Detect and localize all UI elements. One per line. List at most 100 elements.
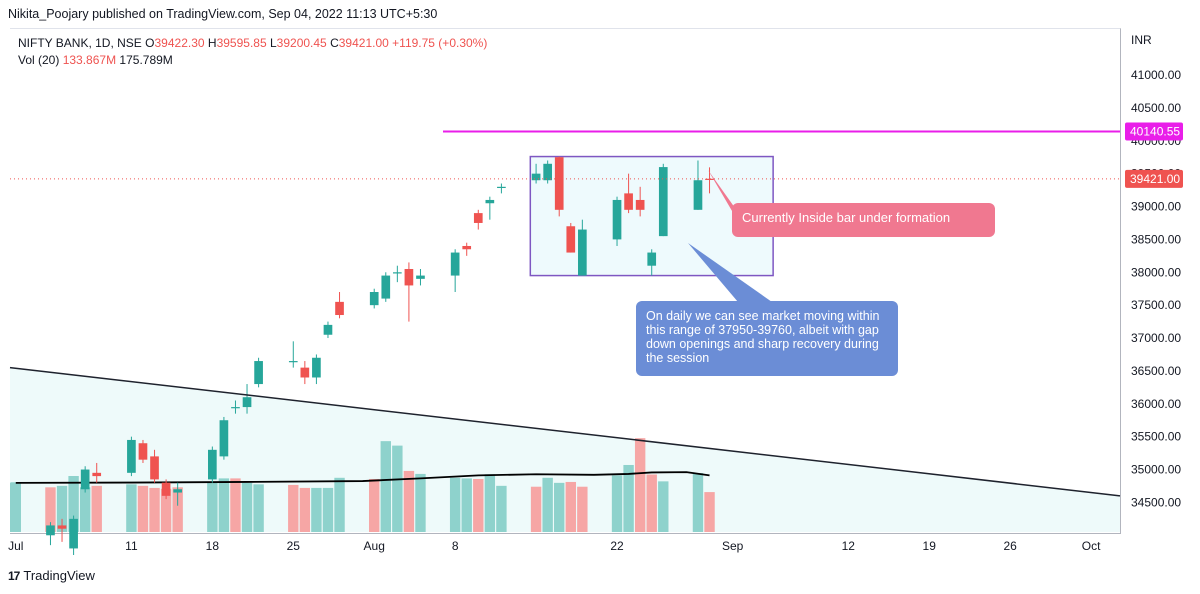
x-tick-label: Oct (1082, 539, 1101, 553)
volume-bar (126, 484, 137, 532)
candle-body[interactable] (450, 252, 460, 276)
candle-body[interactable] (92, 472, 102, 477)
low-label: L (269, 36, 277, 50)
volume-bar (658, 481, 669, 532)
candle-body[interactable] (173, 489, 182, 493)
volume-bar (311, 487, 322, 532)
candle-body[interactable] (69, 518, 78, 549)
y-tick-label: 38500.00 (1131, 232, 1181, 246)
candle-body[interactable] (416, 275, 425, 279)
candle-body[interactable] (462, 245, 472, 250)
candle-body[interactable] (566, 226, 576, 253)
candle-body[interactable] (46, 525, 55, 536)
volume-bar (449, 477, 461, 532)
range-callout[interactable]: On daily we can see market moving within… (636, 301, 898, 376)
candle-body[interactable] (312, 357, 321, 378)
candle-body[interactable] (485, 199, 495, 204)
trendline[interactable] (9, 366, 1121, 497)
volume-bar (207, 482, 218, 532)
candle-body[interactable] (150, 456, 159, 480)
candle-body[interactable] (554, 157, 564, 210)
candle-body[interactable] (578, 229, 587, 276)
volume-bar (322, 487, 334, 532)
candle-body[interactable] (381, 275, 391, 299)
candle-body[interactable] (369, 292, 379, 306)
volume-bar (403, 470, 415, 532)
volume-bar (172, 487, 183, 532)
candle-body[interactable] (658, 167, 668, 237)
high-value: 39595.85 (216, 36, 267, 50)
volume-bar (634, 438, 646, 532)
volume-bar (646, 474, 657, 532)
volume-bar (68, 476, 79, 532)
candle-body[interactable] (300, 367, 310, 378)
candle-body[interactable] (127, 439, 136, 473)
change-value: +119.75 (+0.30%) (392, 36, 488, 50)
volume-bar (415, 473, 426, 532)
candle-body[interactable] (323, 324, 333, 335)
candle-body[interactable] (647, 252, 657, 266)
ohlc-row: NIFTY BANK, 1D, NSE O39422.30 H39595.85 … (18, 35, 487, 52)
volume-bar (334, 477, 345, 532)
range-note-text: On daily we can see market moving within… (646, 309, 880, 365)
candle-body[interactable] (693, 180, 703, 210)
volume-bar (380, 441, 391, 532)
x-tick-label: Aug (364, 539, 385, 553)
x-tick-label: 8 (452, 539, 459, 553)
candle-body[interactable] (531, 173, 541, 181)
candle-body[interactable] (705, 178, 714, 180)
footer: 17 TradingView (8, 568, 95, 583)
candle-body[interactable] (219, 420, 229, 457)
last-price-tag-bg (1125, 169, 1183, 188)
candle-body[interactable] (393, 272, 402, 274)
resistance-price-tag-bg (1125, 122, 1183, 141)
candle-body[interactable] (473, 213, 483, 223)
close-label: C (330, 36, 339, 50)
candle-body[interactable] (208, 449, 217, 480)
publisher-text: Nikita_Poojary published on TradingView.… (8, 7, 438, 21)
candle-body[interactable] (254, 361, 263, 385)
chart-frame[interactable] (10, 28, 1121, 534)
volume-bar (241, 482, 253, 532)
candle-body[interactable] (242, 397, 252, 408)
y-tick-label: 40500.00 (1131, 101, 1181, 115)
candle-body[interactable] (335, 301, 344, 316)
y-tick-label: 41000.00 (1131, 68, 1181, 82)
x-tick-label: 18 (206, 539, 220, 553)
y-tick-label: 35000.00 (1131, 463, 1181, 477)
volume-bar (565, 481, 576, 532)
candle-body[interactable] (404, 268, 414, 286)
volume-bar (623, 464, 634, 532)
candle-body[interactable] (612, 199, 622, 240)
candle-body[interactable] (57, 525, 67, 529)
tradingview-logo-icon: 17 (8, 568, 20, 583)
close-value: 39421.00 (338, 36, 389, 50)
candle-body[interactable] (161, 482, 171, 496)
volume-bar (253, 484, 264, 532)
candle-body[interactable] (497, 186, 506, 189)
inside-bar-text: Currently Inside bar under formation (742, 210, 951, 225)
volume-bar (461, 478, 472, 532)
candle-body[interactable] (543, 163, 552, 181)
inside-bar-callout[interactable]: Currently Inside bar under formation (732, 203, 995, 237)
volume-bar (218, 478, 230, 532)
last-price-tag: 39421.00 (1130, 172, 1180, 186)
volume-bar (45, 487, 56, 532)
volume-bar (577, 486, 588, 532)
footer-brand: TradingView (23, 568, 95, 583)
volume-label: Vol (20) (18, 53, 60, 67)
candle-body[interactable] (635, 199, 645, 210)
candle-body[interactable] (624, 193, 633, 210)
candle-body[interactable] (231, 407, 240, 409)
range-note-pointer (688, 243, 772, 302)
volume-row: Vol (20) 133.867M 175.789M (18, 52, 487, 69)
resistance-price-tag: 40140.55 (1130, 125, 1180, 139)
candle-body[interactable] (80, 469, 90, 490)
y-tick-label: 39000.00 (1131, 200, 1181, 214)
symbol-label: NIFTY BANK, 1D, NSE (18, 36, 142, 50)
volume-bar (56, 485, 68, 532)
candle-body[interactable] (138, 443, 148, 460)
candle-body[interactable] (288, 361, 298, 363)
volume-bar (137, 485, 149, 532)
